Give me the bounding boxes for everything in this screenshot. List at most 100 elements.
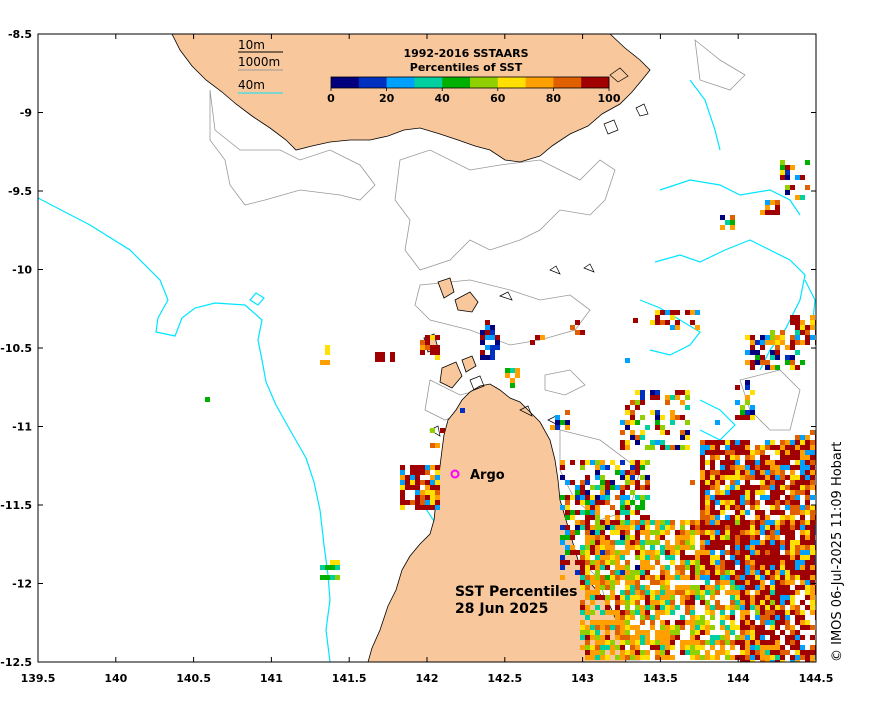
sst-pixel	[615, 610, 620, 615]
sst-pixel	[800, 360, 805, 365]
sst-pixel	[675, 545, 680, 550]
sst-pixel	[605, 630, 610, 635]
sst-pixel	[805, 540, 810, 545]
sst-pixel	[605, 545, 610, 550]
sst-pixel	[650, 575, 655, 580]
sst-pixel	[710, 635, 715, 640]
sst-pixel	[750, 585, 755, 590]
sst-pixel	[725, 520, 730, 525]
sst-pixel	[745, 455, 750, 460]
sst-pixel	[670, 410, 675, 415]
x-tick-label: 143.5	[643, 672, 678, 685]
sst-pixel	[715, 575, 720, 580]
sst-pixel	[560, 555, 565, 560]
sst-pixel	[675, 605, 680, 610]
sst-pixel	[575, 525, 580, 530]
sst-pixel	[590, 620, 595, 625]
sst-pixel	[700, 600, 705, 605]
sst-pixel	[740, 570, 745, 575]
sst-pixel	[590, 630, 595, 635]
colorbar-swatch	[358, 77, 387, 88]
sst-pixel	[805, 475, 810, 480]
sst-pixel	[795, 655, 800, 660]
sst-pixel	[790, 450, 795, 455]
sst-pixel	[745, 585, 750, 590]
sst-pixel	[605, 610, 610, 615]
sst-pixel	[810, 650, 815, 655]
sst-pixel	[630, 490, 635, 495]
sst-pixel	[415, 500, 420, 505]
sst-pixel	[795, 175, 800, 180]
sst-pixel	[745, 500, 750, 505]
sst-pixel	[650, 320, 655, 325]
sst-pixel	[660, 595, 665, 600]
sst-pixel	[680, 435, 685, 440]
sst-pixel	[660, 570, 665, 575]
sst-pixel	[775, 460, 780, 465]
sst-pixel	[740, 605, 745, 610]
sst-pixel	[435, 335, 440, 340]
sst-pixel	[800, 505, 805, 510]
sst-pixel	[700, 460, 705, 465]
sst-pixel	[585, 645, 590, 650]
sst-pixel	[600, 530, 605, 535]
sst-pixel	[745, 395, 750, 400]
sst-pixel	[785, 175, 790, 180]
sst-pixel	[600, 635, 605, 640]
sst-pixel	[785, 495, 790, 500]
sst-pixel	[640, 635, 645, 640]
sst-pixel	[390, 352, 395, 357]
sst-pixel	[325, 565, 330, 570]
sst-pixel	[695, 590, 700, 595]
sst-pixel	[670, 640, 675, 645]
sst-pixel	[595, 475, 600, 480]
sst-pixel	[770, 350, 775, 355]
sst-pixel	[655, 640, 660, 645]
sst-pixel	[750, 475, 755, 480]
sst-pixel	[695, 620, 700, 625]
sst-pixel	[735, 570, 740, 575]
sst-pixel	[775, 470, 780, 475]
sst-pixel	[650, 580, 655, 585]
sst-pixel	[780, 500, 785, 505]
sst-pixel	[800, 465, 805, 470]
sst-pixel	[655, 425, 660, 430]
sst-pixel	[700, 620, 705, 625]
sst-pixel	[665, 395, 670, 400]
sst-pixel	[770, 545, 775, 550]
sst-pixel	[625, 620, 630, 625]
sst-pixel	[755, 360, 760, 365]
sst-pixel	[600, 490, 605, 495]
sst-pixel	[615, 520, 620, 525]
sst-pixel	[575, 560, 580, 565]
sst-pixel	[635, 485, 640, 490]
sst-pixel	[770, 520, 775, 525]
sst-pixel	[780, 450, 785, 455]
sst-pixel	[630, 615, 635, 620]
sst-pixel	[705, 550, 710, 555]
colorbar-swatch	[470, 77, 499, 88]
sst-pixel	[690, 620, 695, 625]
sst-pixel	[670, 310, 675, 315]
headline-date: 28 Jun 2025	[455, 601, 548, 617]
colorbar-outline	[330, 76, 610, 89]
sst-pixel	[625, 410, 630, 415]
sst-pixel	[655, 320, 660, 325]
sst-pixel	[515, 368, 520, 373]
land-island-b	[437, 277, 455, 299]
sst-pixel	[640, 485, 645, 490]
sst-pixel	[790, 640, 795, 645]
sst-pixel	[565, 480, 570, 485]
sst-pixel	[595, 550, 600, 555]
sst-pixel	[775, 560, 780, 565]
sst-pixel	[560, 535, 565, 540]
sst-pixel	[785, 565, 790, 570]
sst-pixel	[635, 605, 640, 610]
sst-pixel	[790, 570, 795, 575]
sst-pixel	[790, 635, 795, 640]
sst-pixel	[745, 545, 750, 550]
sst-pixel	[775, 620, 780, 625]
sst-pixel	[715, 490, 720, 495]
sst-pixel	[750, 450, 755, 455]
sst-pixel	[615, 600, 620, 605]
